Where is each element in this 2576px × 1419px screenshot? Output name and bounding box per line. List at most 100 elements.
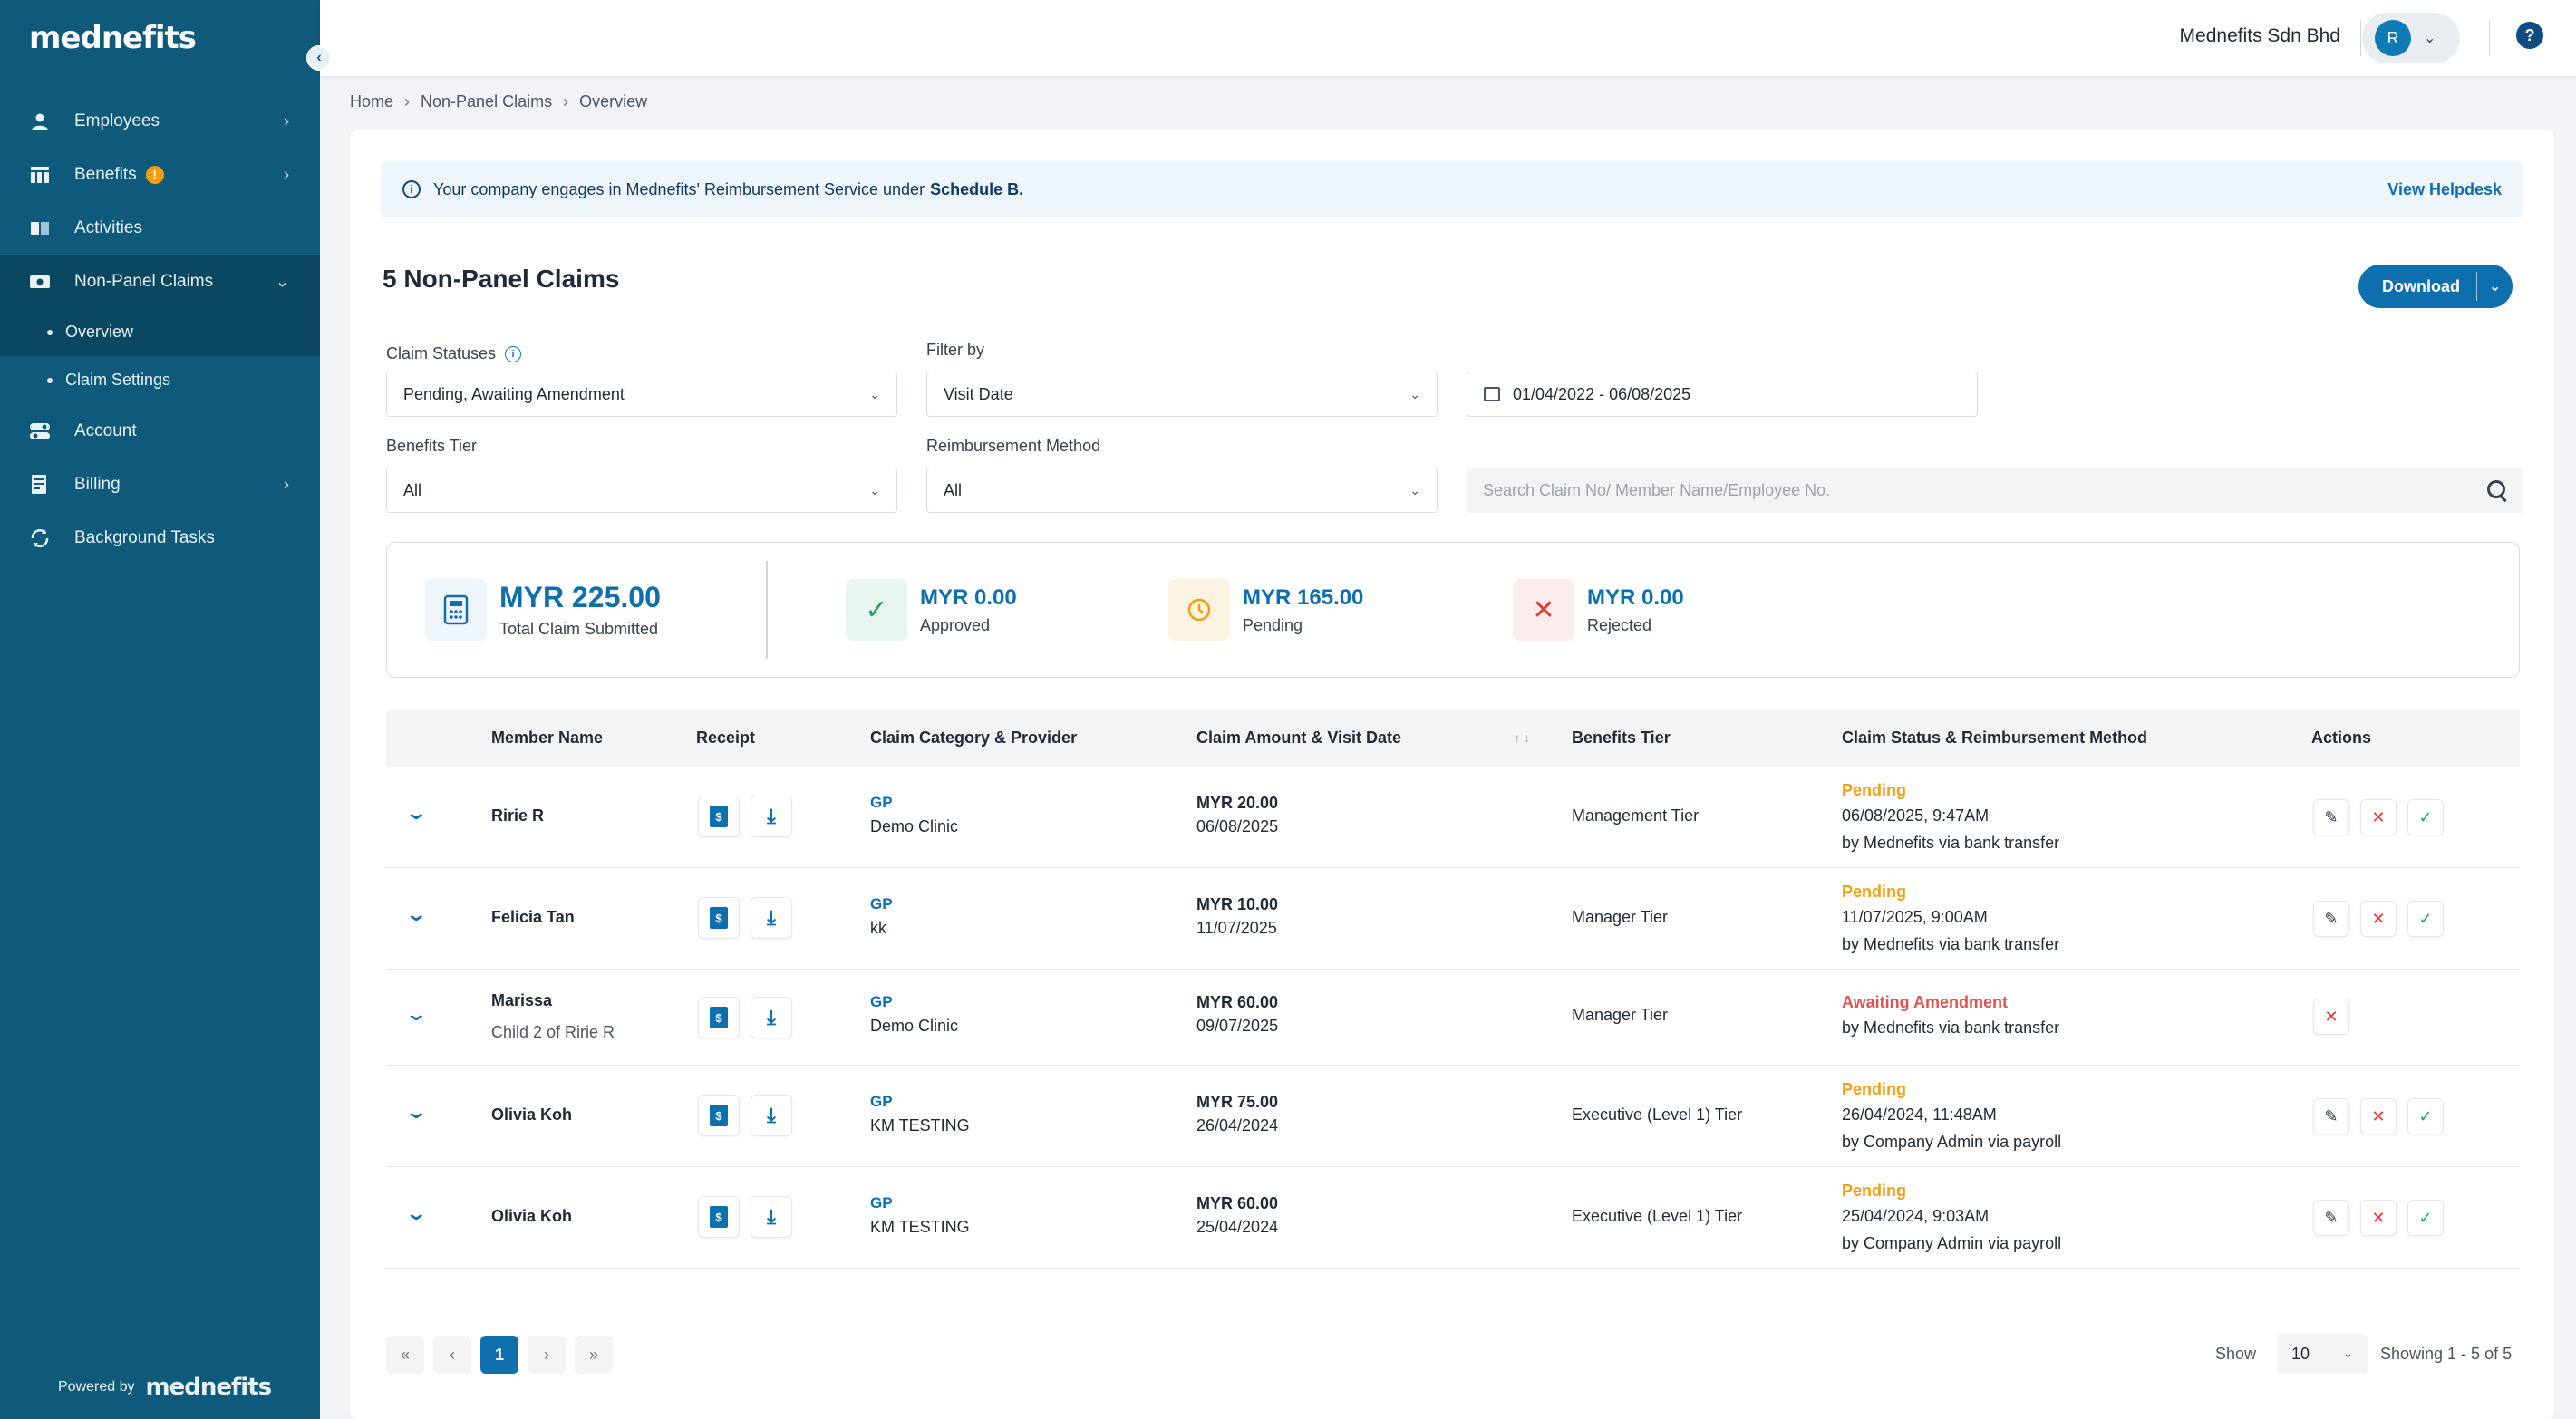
x-icon: ✕ xyxy=(2371,807,2386,826)
sidebar-item-non-panel-claims[interactable]: Non-Panel Claims ⌄ xyxy=(0,255,320,308)
breadcrumb-home[interactable]: Home xyxy=(350,92,394,111)
page-button[interactable]: 1 xyxy=(480,1336,518,1374)
table-row: ⌄ Olivia Koh $ ⤓ GP KM TESTING MYR 75.00… xyxy=(386,1066,2520,1167)
download-receipt-button[interactable]: ⤓ xyxy=(751,897,792,939)
chevron-down-icon[interactable]: ⌄ xyxy=(404,801,429,824)
edit-button[interactable]: ✎ xyxy=(2313,1200,2349,1236)
topbar-divider xyxy=(2360,20,2361,56)
claim-status: Pending xyxy=(1842,883,1906,901)
sidebar-subitem-overview[interactable]: Overview xyxy=(0,308,320,356)
first-page-button[interactable]: « xyxy=(386,1336,424,1374)
sidebar-item-employees[interactable]: Employees › xyxy=(0,94,320,148)
claim-status: Pending xyxy=(1842,1182,1906,1200)
chevron-down-icon: ⌄ xyxy=(869,386,880,401)
prev-page-button[interactable]: ‹ xyxy=(433,1336,471,1374)
reject-button[interactable]: ✕ xyxy=(2313,999,2349,1035)
search-input[interactable]: Search Claim No/ Member Name/Employee No… xyxy=(1467,468,2523,513)
chevron-down-icon[interactable]: ⌄ xyxy=(404,903,429,925)
download-receipt-button[interactable]: ⤓ xyxy=(751,997,792,1038)
pencil-icon: ✎ xyxy=(2324,807,2339,826)
download-label: Download xyxy=(2382,276,2460,295)
sidebar-item-activities[interactable]: Activities xyxy=(0,201,320,255)
chevron-down-icon: ⌄ xyxy=(1409,482,1420,497)
date-range-picker[interactable]: 01/04/2022 - 06/08/2025 xyxy=(1467,372,1978,417)
user-menu-button[interactable]: R ⌄ xyxy=(2362,13,2460,63)
sort-icon[interactable]: ↑↓ xyxy=(1514,730,1534,745)
download-icon: ⤓ xyxy=(767,906,776,929)
reject-button[interactable]: ✕ xyxy=(2360,901,2397,937)
reject-button[interactable]: ✕ xyxy=(2360,1200,2397,1236)
view-receipt-button[interactable]: $ xyxy=(698,796,740,837)
info-icon[interactable]: i xyxy=(505,346,522,363)
sidebar-subitem-claim-settings[interactable]: Claim Settings xyxy=(0,356,320,404)
reimbursement-method-label: Reimbursement Method xyxy=(926,437,1101,455)
reject-button[interactable]: ✕ xyxy=(2360,799,2397,835)
visit-date: 25/04/2024 xyxy=(1196,1218,1279,1236)
col-member-name: Member Name xyxy=(491,729,604,747)
collapse-sidebar-button[interactable]: ‹ xyxy=(306,45,332,71)
rejected-value: MYR 0.00 xyxy=(1587,584,1684,610)
reject-button[interactable]: ✕ xyxy=(2360,1098,2397,1134)
view-receipt-button[interactable]: $ xyxy=(698,1196,740,1238)
mednefits-logo[interactable]: mednefits xyxy=(29,20,197,56)
claim-statuses-label: Claim Statuses i xyxy=(386,344,522,363)
pencil-icon: ✎ xyxy=(2324,1106,2339,1125)
next-page-button[interactable]: › xyxy=(528,1336,566,1374)
chevron-down-icon[interactable]: ⌄ xyxy=(2488,279,2502,294)
sidebar-item-benefits[interactable]: Benefits ! › xyxy=(0,148,320,201)
company-name: Mednefits Sdn Bhd xyxy=(2179,25,2340,46)
pending-value: MYR 165.00 xyxy=(1243,584,1364,610)
table-row: ⌄ Marissa Child 2 of Ririe R $ ⤓ GP Demo… xyxy=(386,970,2520,1066)
breadcrumb-non-panel-claims[interactable]: Non-Panel Claims xyxy=(421,92,553,111)
sidebar-item-billing[interactable]: Billing › xyxy=(0,458,320,511)
view-receipt-button[interactable]: $ xyxy=(698,997,740,1038)
sidebar-item-account[interactable]: Account xyxy=(0,404,320,458)
chevron-down-icon[interactable]: ⌄ xyxy=(404,1002,429,1025)
last-page-button[interactable]: » xyxy=(575,1336,613,1374)
reimbursement-method-select[interactable]: All ⌄ xyxy=(926,468,1438,513)
approved-label: Approved xyxy=(920,615,991,634)
approve-button[interactable]: ✓ xyxy=(2407,1200,2444,1236)
benefits-tier: Executive (Level 1) Tier xyxy=(1572,1207,1743,1225)
claim-amount: MYR 20.00 xyxy=(1196,794,1279,812)
col-claim-status: Claim Status & Reimbursement Method xyxy=(1842,729,2148,747)
download-receipt-button[interactable]: ⤓ xyxy=(751,1095,792,1136)
col-actions: Actions xyxy=(2311,729,2372,747)
filter-by-select[interactable]: Visit Date ⌄ xyxy=(926,372,1438,417)
download-receipt-button[interactable]: ⤓ xyxy=(751,796,792,837)
claim-statuses-select[interactable]: Pending, Awaiting Amendment ⌄ xyxy=(386,372,897,417)
download-icon: ⤓ xyxy=(767,1104,776,1126)
sidebar-item-background-tasks[interactable]: Background Tasks xyxy=(0,511,320,565)
download-receipt-button[interactable]: ⤓ xyxy=(751,1196,792,1238)
date-range-value: 01/04/2022 - 06/08/2025 xyxy=(1513,384,1691,403)
sidebar: mednefits ‹ Employees › Benefits ! › Act… xyxy=(0,0,332,1419)
powered-by-text: Powered by xyxy=(58,1379,135,1395)
chevron-down-icon[interactable]: ⌄ xyxy=(404,1202,429,1224)
search-icon[interactable] xyxy=(2487,480,2507,500)
edit-button[interactable]: ✎ xyxy=(2313,799,2349,835)
rejected-label: Rejected xyxy=(1587,615,1652,634)
help-icon[interactable]: ? xyxy=(2516,22,2543,49)
edit-button[interactable]: ✎ xyxy=(2313,1098,2349,1134)
view-helpdesk-link[interactable]: View Helpdesk xyxy=(2387,179,2502,198)
receipt-icon: $ xyxy=(710,806,728,827)
visit-date: 06/08/2025 xyxy=(1196,817,1279,835)
col-claim-amount: Claim Amount & Visit Date xyxy=(1196,729,1402,747)
total-claim-label: Total Claim Submitted xyxy=(499,620,659,638)
download-button[interactable]: Download ⌄ xyxy=(2358,265,2513,308)
download-icon: ⤓ xyxy=(767,1205,776,1228)
benefits-tier-select[interactable]: All ⌄ xyxy=(386,468,897,513)
approve-button[interactable]: ✓ xyxy=(2407,799,2444,835)
main-card: i Your company engages in Mednefits' Rei… xyxy=(350,130,2554,1419)
view-receipt-button[interactable]: $ xyxy=(698,897,740,939)
edit-button[interactable]: ✎ xyxy=(2313,901,2349,937)
page-size-select[interactable]: 10 ⌄ xyxy=(2277,1334,2368,1374)
view-receipt-button[interactable]: $ xyxy=(698,1095,740,1136)
button-divider xyxy=(2476,272,2477,301)
member-name: Ririe R xyxy=(491,806,545,825)
info-banner: i Your company engages in Mednefits' Rei… xyxy=(381,161,2523,217)
approve-button[interactable]: ✓ xyxy=(2407,1098,2444,1134)
chevron-down-icon[interactable]: ⌄ xyxy=(404,1100,429,1123)
approve-button[interactable]: ✓ xyxy=(2407,901,2444,937)
status-date: 26/04/2024, 11:48AM xyxy=(1842,1105,1997,1124)
